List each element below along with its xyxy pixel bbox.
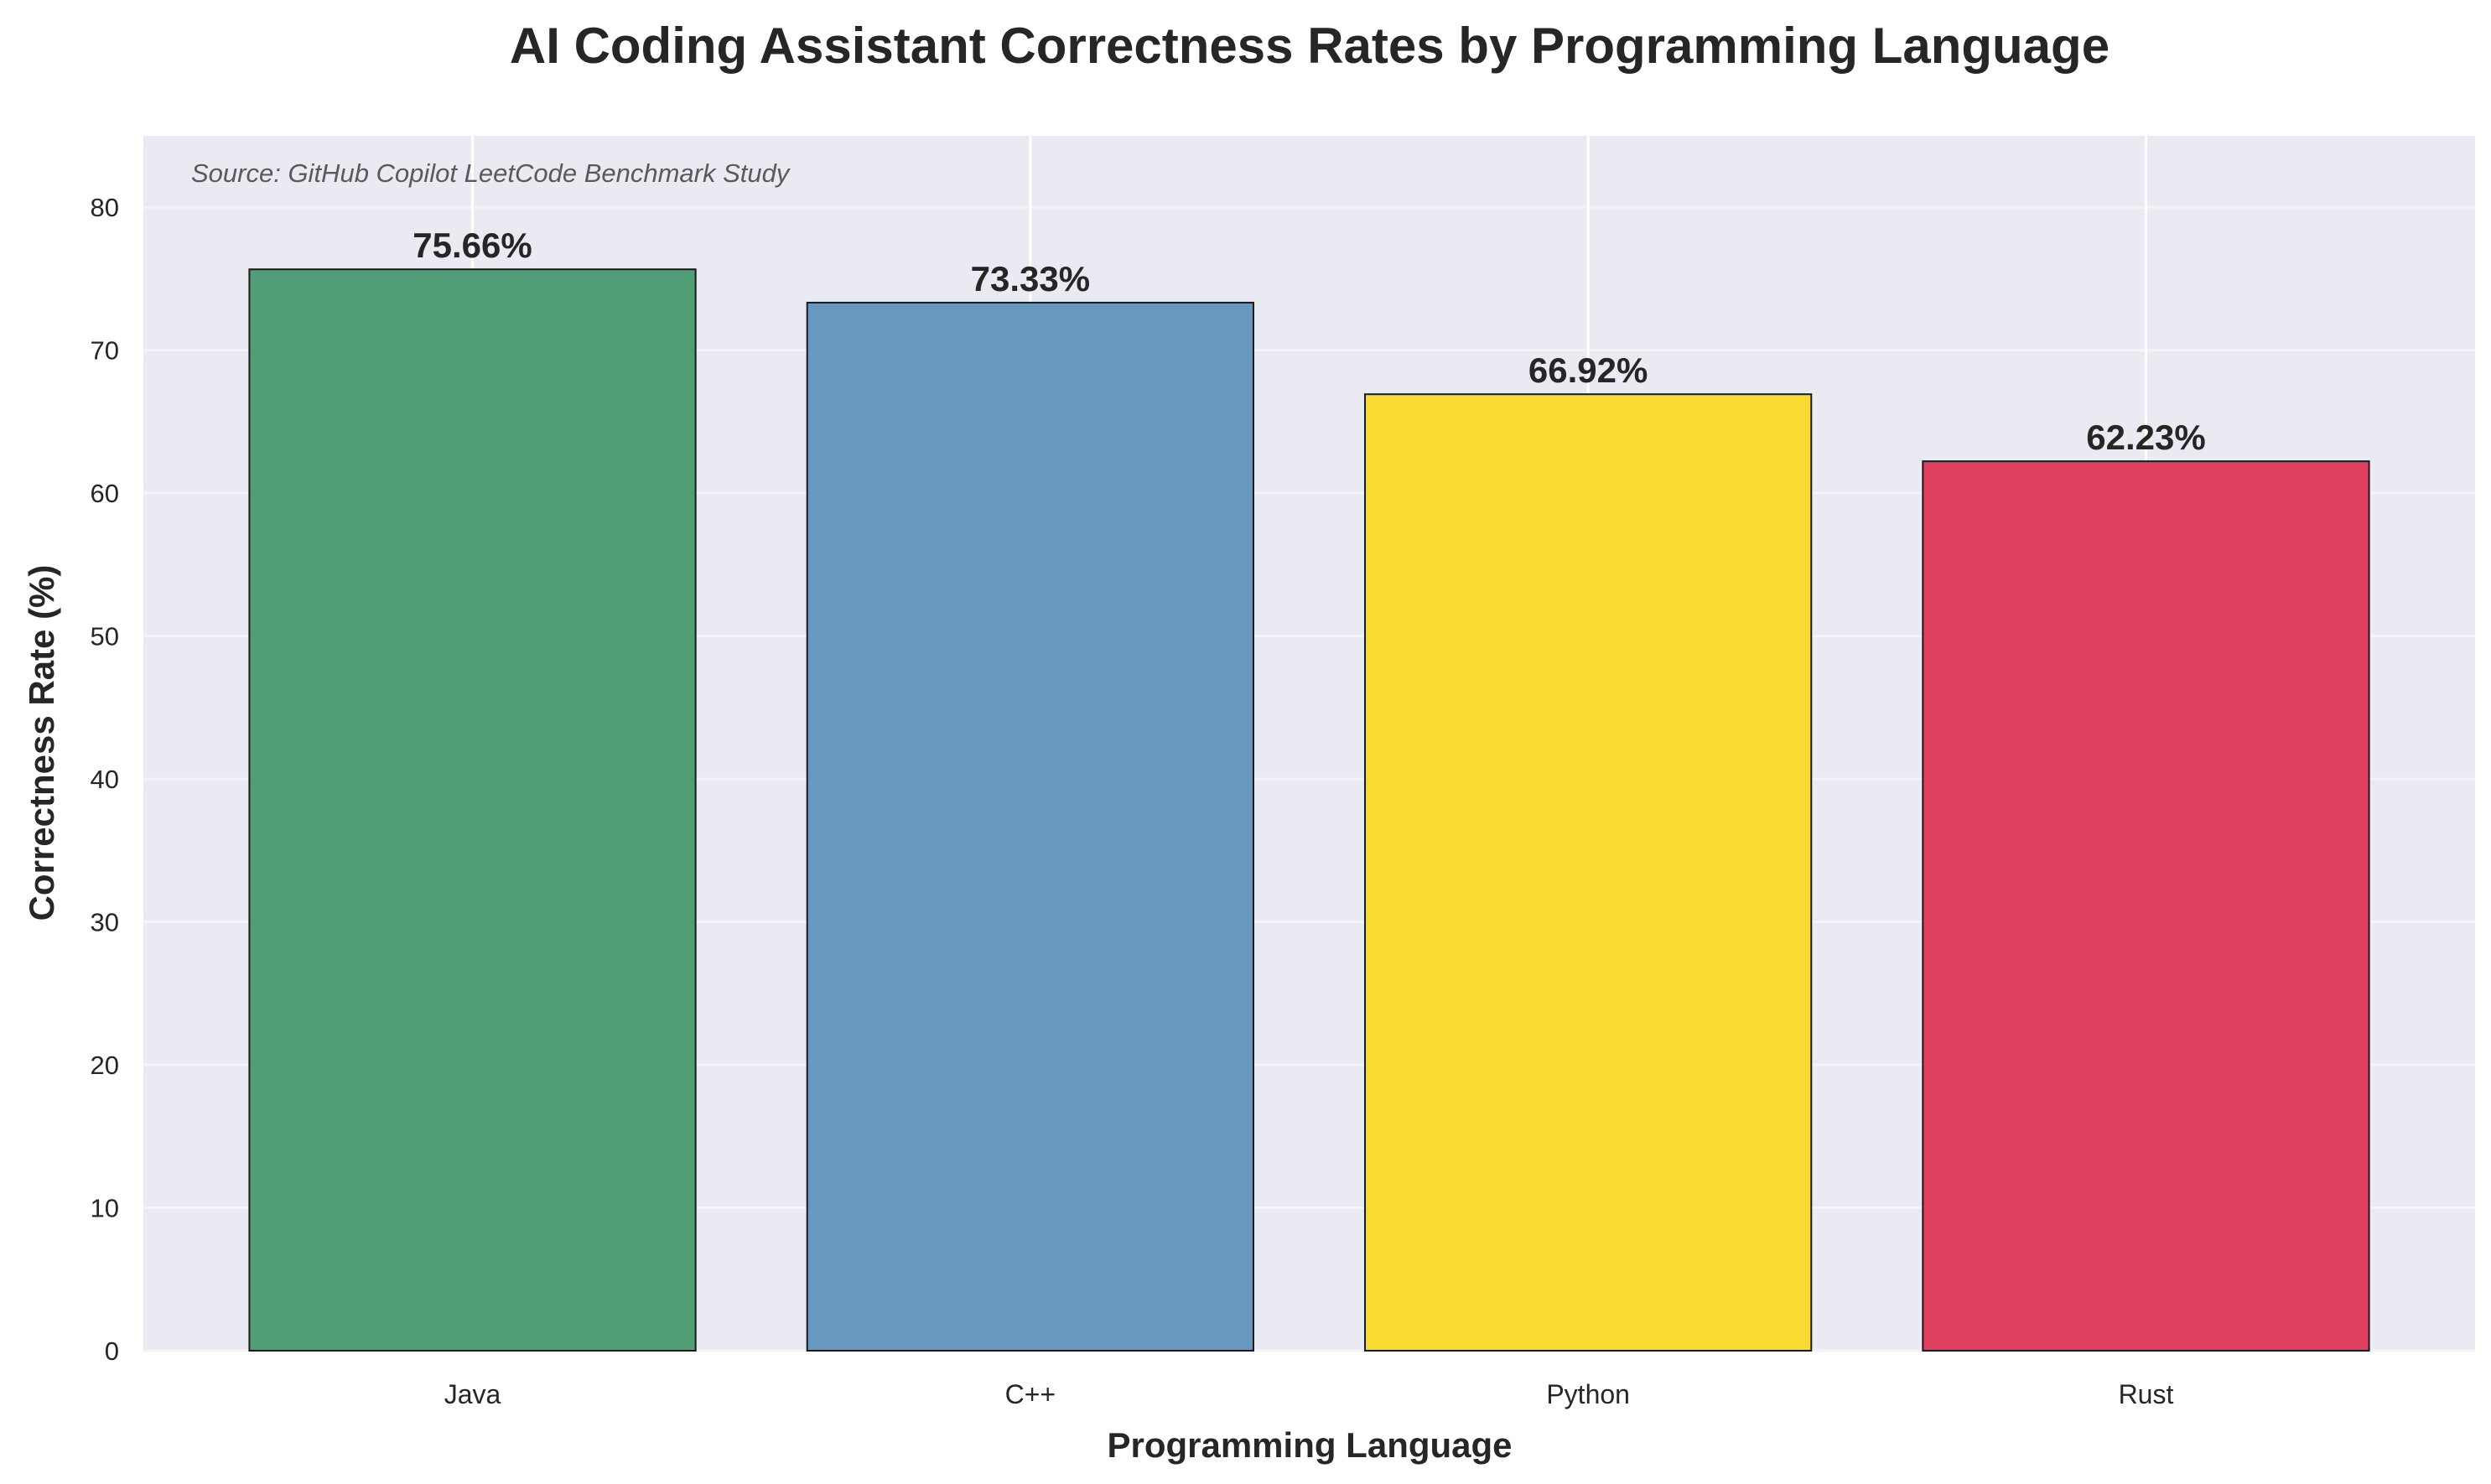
x-tick-label: Python	[1546, 1379, 1630, 1409]
y-tick-label: 60	[91, 479, 119, 508]
source-annotation: Source: GitHub Copilot LeetCode Benchmar…	[191, 158, 791, 188]
bar-cpp	[806, 301, 1254, 1352]
bar-value-label: 62.23%	[2086, 418, 2205, 457]
y-tick-label: 10	[91, 1194, 119, 1223]
y-tick-label: 0	[105, 1336, 119, 1366]
bar-python	[1364, 393, 1813, 1352]
y-tick-label: 50	[91, 622, 119, 651]
y-tick-label: 70	[91, 336, 119, 366]
y-tick-label: 20	[91, 1051, 119, 1080]
bar-value-label: 75.66%	[413, 226, 532, 265]
x-axis-label: Programming Language	[1107, 1425, 1512, 1465]
bar-value-label: 73.33%	[971, 259, 1090, 298]
y-tick-label: 30	[91, 908, 119, 937]
bar-value-label: 66.92%	[1528, 350, 1648, 390]
bar-java	[248, 268, 697, 1352]
x-tick-label: Java	[444, 1379, 501, 1409]
y-tick-label: 40	[91, 765, 119, 794]
bar-rust	[1922, 460, 2370, 1352]
x-tick-label: Rust	[2119, 1379, 2174, 1409]
chart-title: AI Coding Assistant Correctness Rates by…	[510, 18, 2110, 74]
y-tick-label: 80	[91, 193, 119, 222]
y-axis-label: Correctness Rate (%)	[22, 565, 61, 921]
x-tick-label: C++	[1005, 1379, 1056, 1409]
